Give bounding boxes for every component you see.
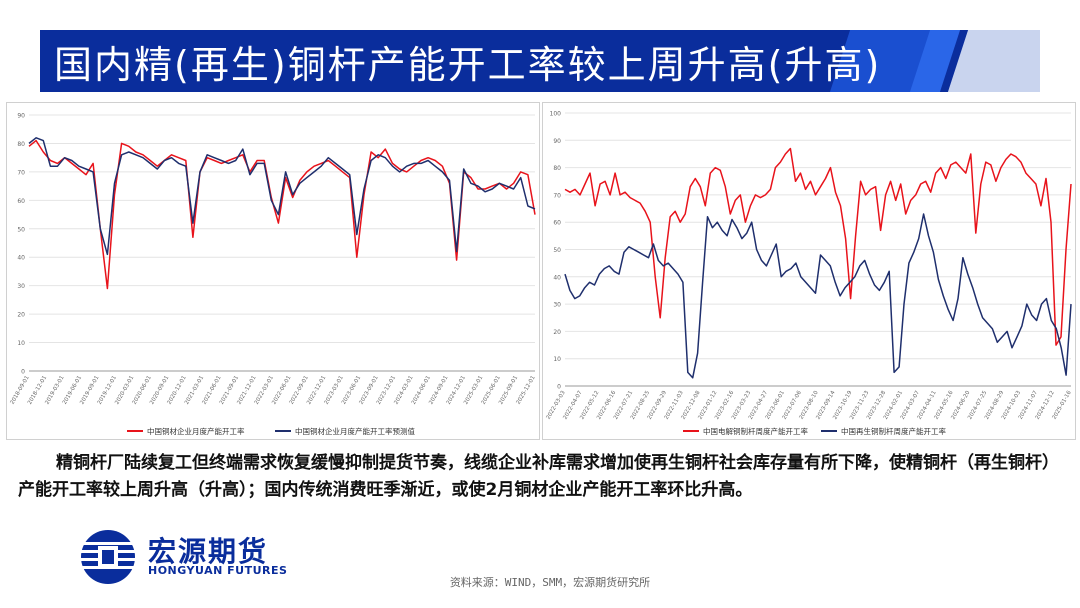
description-text: 精铜杆厂陆续复工但终端需求恢复缓慢抑制提货节奏，线缆企业补库需求增加使再生铜杆社… [18,453,1059,500]
page-title: 国内精(再生)铜杆产能开工率较上周升高(升高) [54,43,882,87]
y-tick-label: 0 [21,369,25,376]
series-line-2 [564,213,1072,379]
y-tick-label: 100 [550,111,562,118]
y-tick-label: 50 [17,226,25,233]
y-tick-label: 80 [17,141,25,148]
y-tick-label: 90 [553,138,561,145]
legend-label: 中国铜材企业月度产能开工率预测值 [295,426,415,436]
y-tick-label: 0 [557,384,561,391]
legend-label: 中国再生铜制杆周度产能开工率 [841,426,946,436]
y-tick-label: 70 [553,192,561,199]
chart-right: 01020304050607080901002022-03-032022-04-… [546,111,1073,437]
legend-label: 中国铜材企业月度产能开工率 [147,426,245,436]
y-tick-label: 10 [17,340,25,347]
legend-label: 中国电解铜制杆周度产能开工率 [703,426,808,436]
y-tick-label: 30 [553,302,561,309]
y-tick-label: 20 [17,312,25,319]
chart-left: 01020304050607080902018-09-012018-12-012… [10,113,537,437]
y-tick-label: 70 [17,169,25,176]
y-tick-label: 80 [553,165,561,172]
source-note: 资料来源：WIND，SMM，宏源期货研究所 [449,576,651,589]
logo-name-en: HONGYUAN FUTURES [148,564,288,577]
y-tick-label: 40 [553,274,561,281]
title-banner: 国内精(再生)铜杆产能开工率较上周升高(升高) [40,30,1040,92]
y-tick-label: 10 [553,356,561,363]
logo-name-cn: 宏源期货 [148,535,269,568]
y-tick-label: 50 [553,247,561,254]
y-tick-label: 60 [553,220,561,227]
chart-panel-right: 0 10 20 30 40 50 60 70 80 90 100 2022-03-03 2022-04-… [542,102,1076,440]
series-line-1 [564,147,1072,346]
y-tick-label: 30 [17,283,25,290]
y-tick-label: 40 [17,255,25,262]
chart-panel-left: 0 10 20 30 40 50 60 70 80 90 2018-09-01 2018-12-01 2… [6,102,540,440]
y-tick-label: 90 [17,113,25,120]
logo-icon [80,530,136,584]
series-line-2 [28,137,536,256]
y-tick-label: 60 [17,198,25,205]
x-tick-label: 2025-12-01 [516,375,537,406]
company-logo: 宏源期货 HONGYUAN FUTURES [76,528,316,586]
y-tick-label: 20 [553,329,561,336]
